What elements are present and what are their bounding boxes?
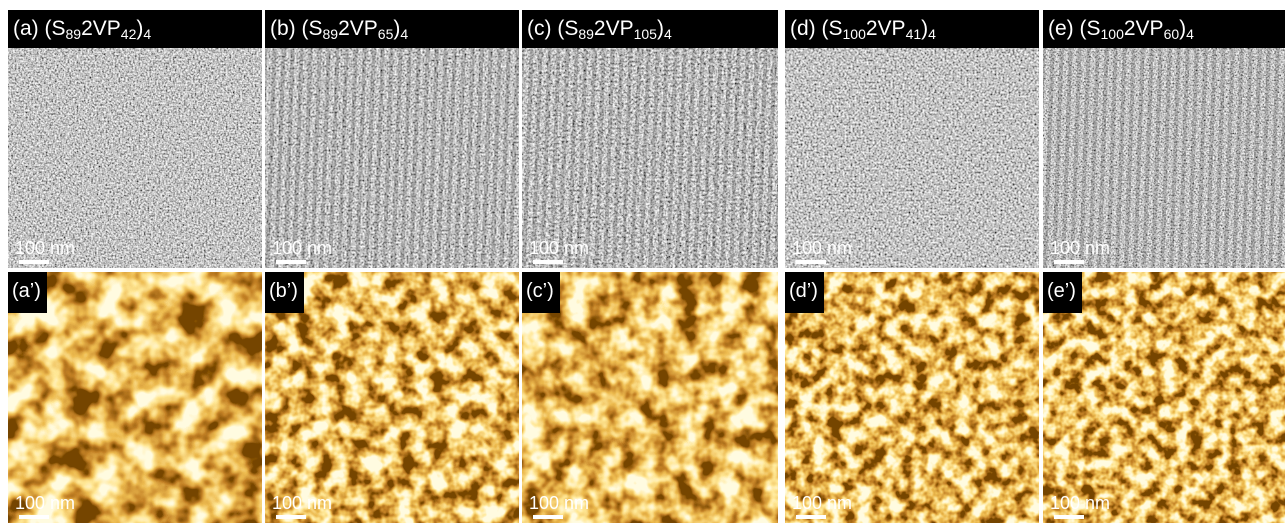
- micrograph: [8, 10, 262, 268]
- micrograph: [785, 10, 1039, 268]
- label-part: 65: [378, 26, 394, 42]
- scale-line: [1054, 515, 1084, 519]
- scale-bar: 100 nm: [1050, 493, 1110, 519]
- label-part: 100: [843, 26, 866, 42]
- scale-label: 100 nm: [529, 238, 589, 258]
- scale-line: [276, 515, 306, 519]
- panel-label: (b) (S892VP65)4: [265, 10, 519, 48]
- scale-line: [19, 515, 49, 519]
- scale-label: 100 nm: [1050, 493, 1110, 513]
- scale-bar: 100 nm: [272, 238, 332, 264]
- label-part: 2VP: [338, 17, 378, 40]
- label-part: (d) (S: [790, 17, 843, 40]
- panel-label: (b’): [265, 272, 304, 313]
- label-part: 105: [634, 26, 657, 42]
- afm-panel: (a’) 100 nm: [8, 272, 262, 523]
- scale-label: 100 nm: [529, 493, 589, 513]
- label-part: 89: [66, 26, 82, 42]
- scale-label: 100 nm: [15, 238, 75, 258]
- scale-bar: 100 nm: [792, 238, 852, 264]
- scale-line: [796, 515, 826, 519]
- scale-line: [276, 260, 306, 264]
- label-part: 2VP: [1124, 17, 1164, 40]
- panel-label: (c) (S892VP105)4: [522, 10, 778, 48]
- scale-bar: 100 nm: [529, 238, 589, 264]
- label-part: ): [657, 17, 664, 40]
- label-part: 89: [578, 26, 594, 42]
- scale-bar: 100 nm: [272, 493, 332, 519]
- afm-panel: (e’) 100 nm: [1043, 272, 1285, 523]
- label-part: 100: [1101, 26, 1124, 42]
- panel-label: (e) (S1002VP60)4: [1043, 10, 1285, 48]
- tem-panel: (e) (S1002VP60)4 100 nm: [1043, 10, 1285, 268]
- label-part: 2VP: [594, 17, 634, 40]
- label-part: (a) (S: [13, 17, 66, 40]
- scale-line: [796, 260, 826, 264]
- stripes: [265, 10, 519, 268]
- stripes: [522, 10, 778, 268]
- label-part: 60: [1164, 26, 1180, 42]
- label-part: (c) (S: [527, 17, 578, 40]
- scale-label: 100 nm: [15, 493, 75, 513]
- scale-label: 100 nm: [272, 238, 332, 258]
- label-part: 2VP: [866, 17, 906, 40]
- label-part: 4: [928, 26, 936, 42]
- tem-panel: (c) (S892VP105)4 100 nm: [522, 10, 778, 268]
- label-part: 2VP: [81, 17, 121, 40]
- scale-label: 100 nm: [792, 238, 852, 258]
- label-part: 4: [1186, 26, 1194, 42]
- panel-label: (d’): [785, 272, 824, 313]
- label-part: 41: [906, 26, 922, 42]
- label-part: 42: [121, 26, 137, 42]
- panel-label: (a) (S892VP42)4: [8, 10, 262, 48]
- scale-line: [19, 260, 49, 264]
- label-part: 4: [143, 26, 151, 42]
- scale-label: 100 nm: [272, 493, 332, 513]
- tem-panel: (b) (S892VP65)4 100 nm: [265, 10, 519, 268]
- panel-label: (d) (S1002VP41)4: [785, 10, 1039, 48]
- scale-bar: 100 nm: [529, 493, 589, 519]
- label-part: 4: [664, 26, 672, 42]
- scale-label: 100 nm: [1050, 238, 1110, 258]
- scale-bar: 100 nm: [15, 493, 75, 519]
- afm-panel: (b’) 100 nm: [265, 272, 519, 523]
- scale-line: [533, 515, 563, 519]
- panel-label: (e’): [1043, 272, 1082, 313]
- panel-label: (c’): [522, 272, 560, 313]
- panel-label: (a’): [8, 272, 47, 313]
- micrograph: [522, 272, 778, 523]
- label-part: (b) (S: [270, 17, 323, 40]
- label-part: 89: [323, 26, 339, 42]
- label-part: 4: [400, 26, 408, 42]
- figure: (a) (S892VP42)4100 nm(b) (S892VP65)4100 …: [0, 0, 1285, 523]
- scale-bar: 100 nm: [1050, 238, 1110, 264]
- stripes: [1043, 10, 1285, 268]
- scale-bar: 100 nm: [15, 238, 75, 264]
- label-part: (e) (S: [1048, 17, 1101, 40]
- scale-line: [533, 260, 563, 264]
- scale-line: [1054, 260, 1084, 264]
- scale-bar: 100 nm: [792, 493, 852, 519]
- afm-panel: (d’) 100 nm: [785, 272, 1039, 523]
- afm-panel: (c’) 100 nm: [522, 272, 778, 523]
- scale-label: 100 nm: [792, 493, 852, 513]
